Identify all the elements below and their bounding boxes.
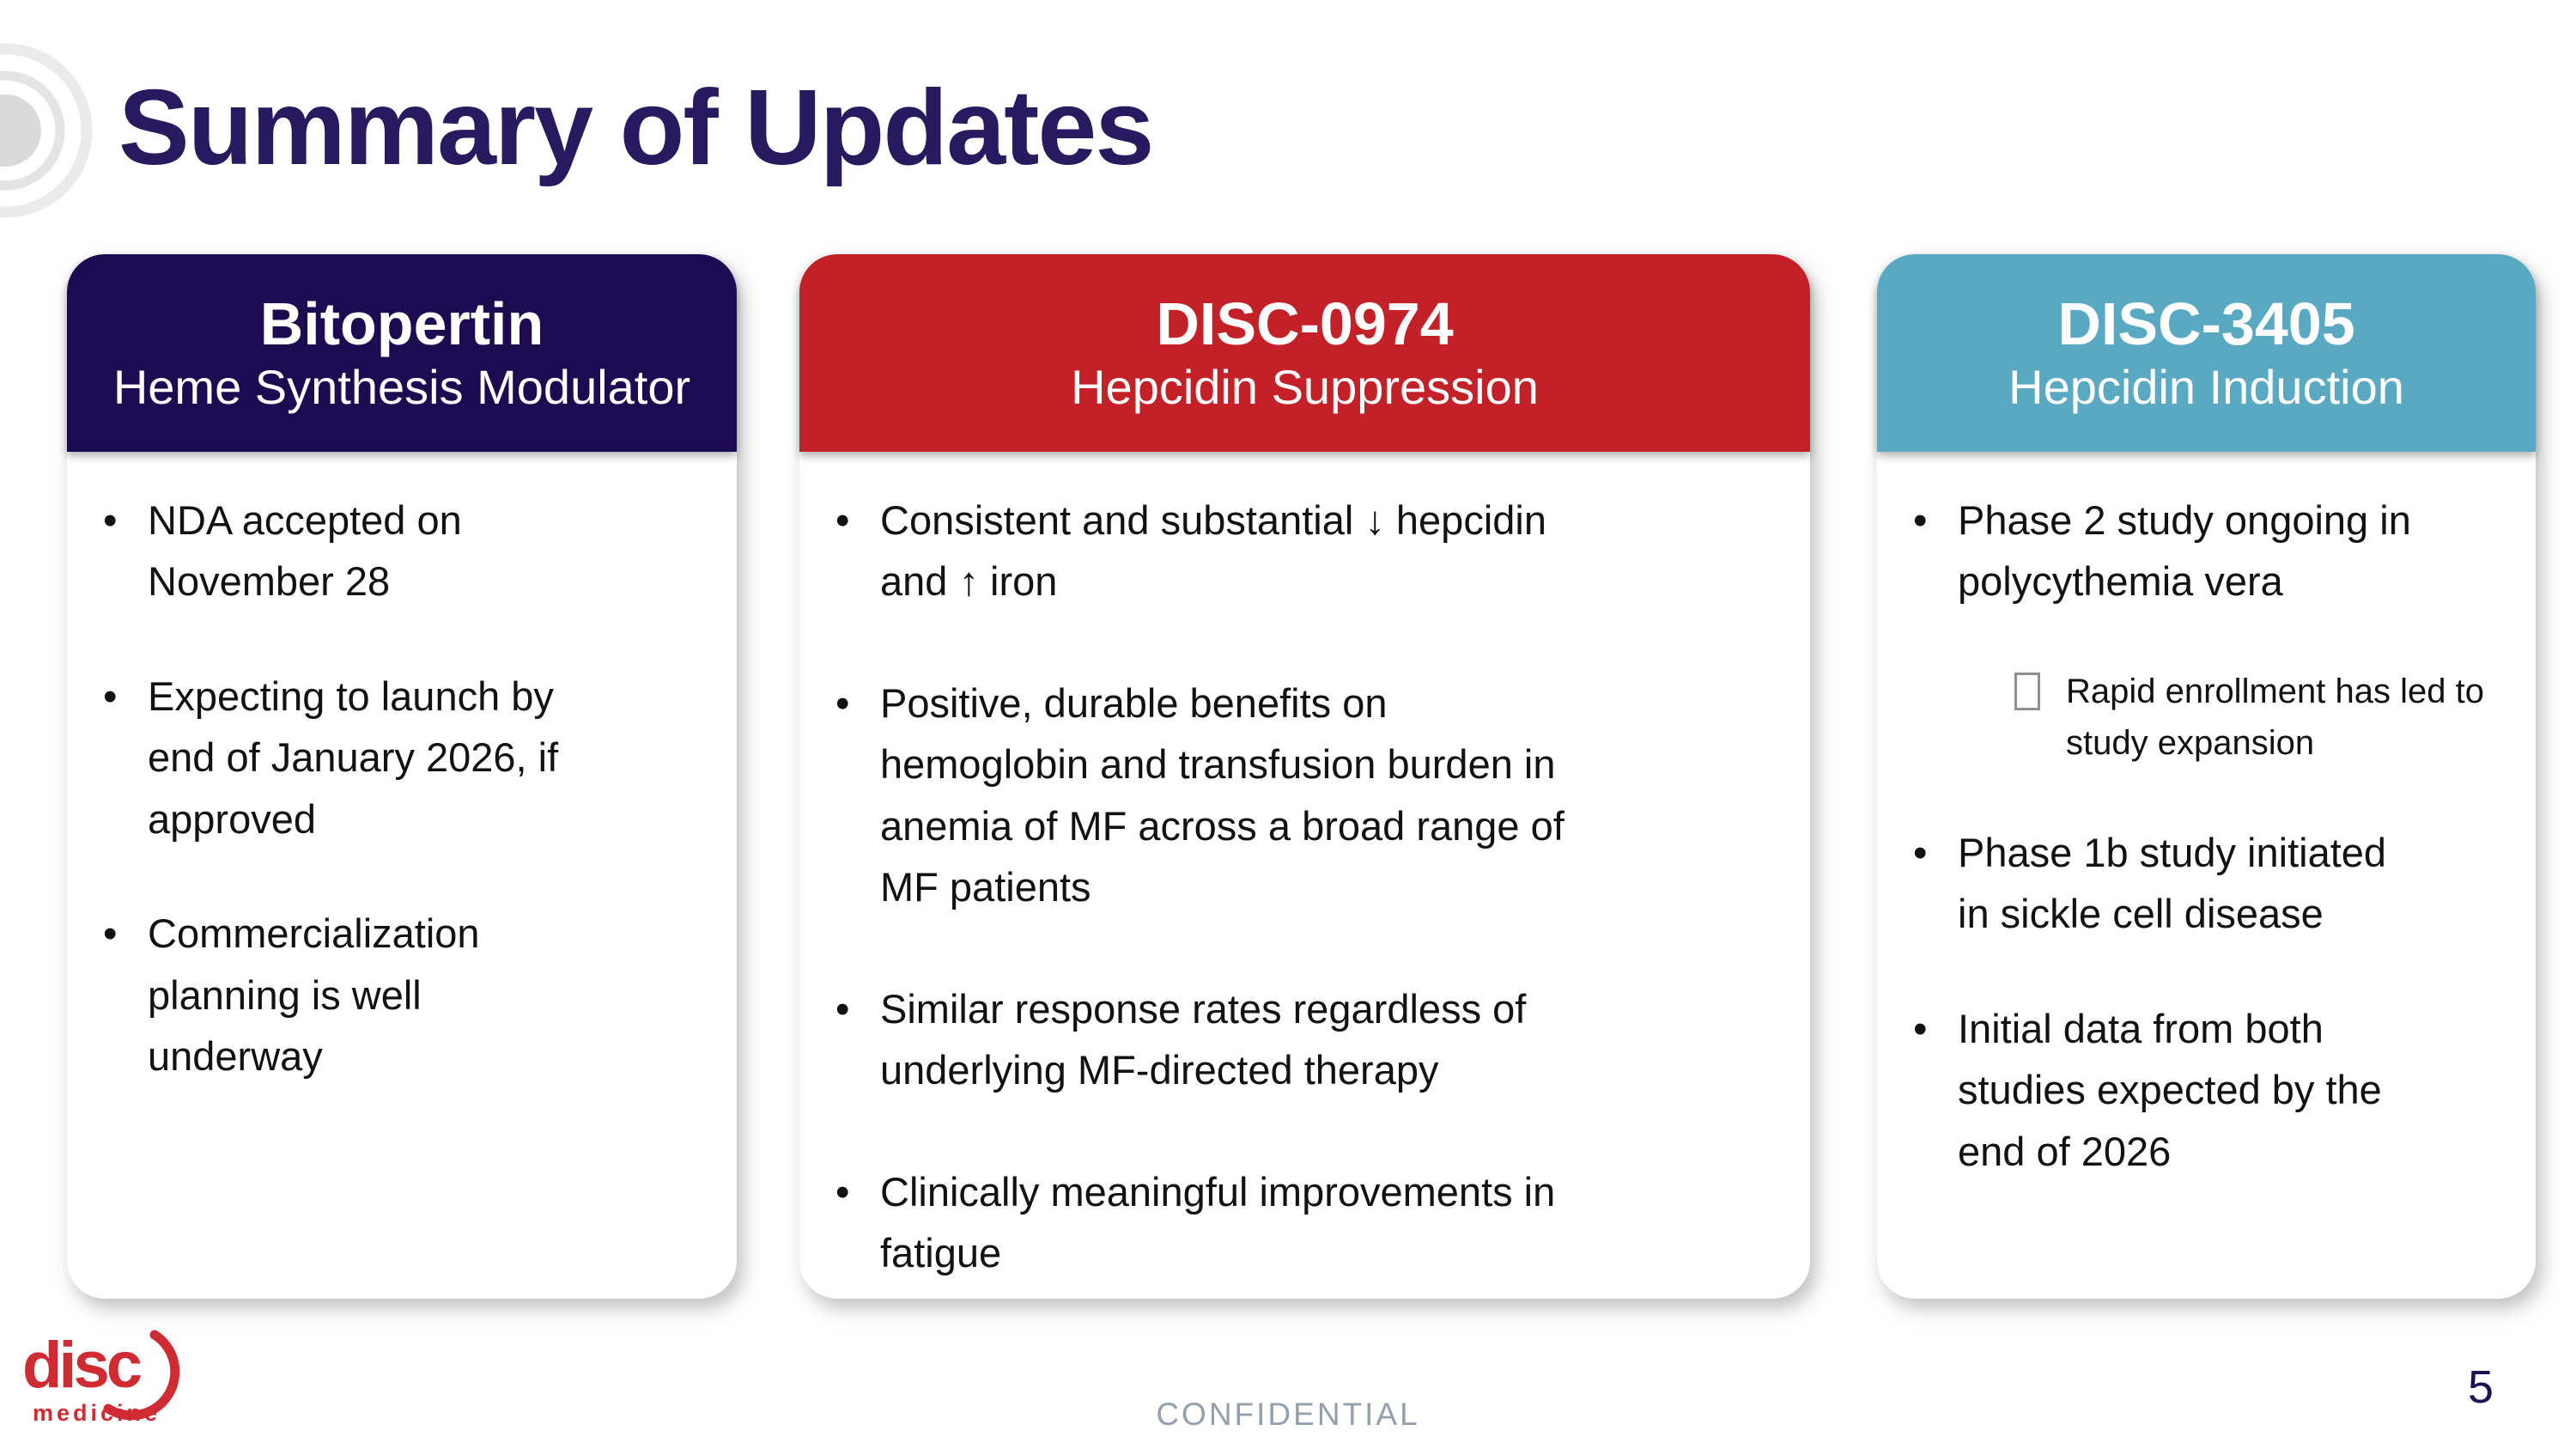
sub-bullet-item: Rapid enrollment has led to study expans…	[1913, 666, 2501, 769]
card-disc-3405: DISC-3405 Hepcidin Induction Phase 2 stu…	[1877, 254, 2536, 1299]
bullet-icon	[835, 490, 880, 612]
card-bitopertin: Bitopertin Heme Synthesis Modulator NDA …	[67, 254, 737, 1299]
card-disc-0974-body: Consistent and substantial ↓ hepcidin an…	[799, 452, 1810, 1283]
bullet-item: Initial data from both studies expected …	[1913, 998, 2501, 1182]
bullet-icon	[1913, 822, 1958, 945]
concentric-circles-icon	[0, 43, 93, 218]
logo-wordmark: disc	[22, 1329, 143, 1402]
bullet-text: Positive, durable benefits on hemoglobin…	[880, 679, 1564, 910]
bullet-text: Rapid enrollment has led to study expans…	[2066, 672, 2484, 762]
bullet-icon	[835, 978, 880, 1101]
bullet-item: Commercialization planning is well under…	[103, 903, 702, 1087]
bullet-item: Positive, durable benefits on hemoglobin…	[835, 673, 1776, 918]
bullet-icon	[103, 903, 148, 1087]
bullet-text: Commercialization planning is well under…	[148, 910, 480, 1080]
bullet-item: Phase 2 study ongoing in polycythemia ve…	[1913, 490, 2501, 612]
card-title: DISC-3405	[2057, 289, 2355, 357]
bullet-item: Expecting to launch by end of January 20…	[103, 666, 702, 849]
bullet-text: Phase 2 study ongoing in polycythemia ve…	[1958, 497, 2411, 605]
page-title: Summary of Updates	[118, 69, 1154, 187]
card-disc-0974-header: DISC-0974 Hepcidin Suppression	[799, 254, 1810, 452]
disc-medicine-logo: disc medicine	[22, 1329, 297, 1449]
bullet-icon	[1913, 998, 1958, 1182]
bullet-text: Consistent and substantial ↓ hepcidin an…	[880, 497, 1546, 605]
bullet-icon	[103, 666, 148, 849]
bullet-text: Initial data from both studies expected …	[1958, 1005, 2382, 1174]
card-bitopertin-body: NDA accepted on November 28 Expecting to…	[67, 452, 737, 1087]
bullet-item: Clinically meaningful improvements in fa…	[835, 1161, 1776, 1284]
card-subtitle: Hepcidin Induction	[2008, 360, 2404, 415]
card-disc-0974: DISC-0974 Hepcidin Suppression Consisten…	[799, 254, 1810, 1299]
bullet-icon	[103, 490, 148, 612]
bullet-item: Consistent and substantial ↓ hepcidin an…	[835, 490, 1776, 612]
bullet-icon	[1913, 490, 1958, 612]
bullet-item: Similar response rates regardless of und…	[835, 978, 1776, 1101]
card-title: Bitopertin	[259, 289, 544, 357]
confidential-label: CONFIDENTIAL	[1156, 1397, 1420, 1432]
card-disc-3405-body: Phase 2 study ongoing in polycythemia ve…	[1877, 452, 2536, 1182]
bullet-item: Phase 1b study initiated in sickle cell …	[1913, 822, 2501, 945]
logo-crescent-icon	[103, 1330, 180, 1421]
page-number: 5	[2467, 1361, 2494, 1413]
card-bitopertin-header: Bitopertin Heme Synthesis Modulator	[67, 254, 737, 452]
bullet-item: NDA accepted on November 28	[103, 490, 702, 612]
card-subtitle: Heme Synthesis Modulator	[112, 360, 691, 415]
bullet-text: Similar response rates regardless of und…	[880, 985, 1527, 1093]
card-subtitle: Hepcidin Suppression	[1071, 360, 1539, 415]
square-box-icon	[2014, 672, 2040, 710]
bullet-text: Expecting to launch by end of January 20…	[148, 673, 559, 842]
bullet-text: NDA accepted on November 28	[148, 497, 462, 605]
bullet-icon	[835, 1161, 880, 1284]
card-title: DISC-0974	[1156, 289, 1454, 357]
bullet-text: Clinically meaningful improvements in fa…	[880, 1168, 1556, 1275]
bullet-icon	[835, 673, 880, 918]
card-disc-3405-header: DISC-3405 Hepcidin Induction	[1877, 254, 2536, 452]
bullet-text: Phase 1b study initiated in sickle cell …	[1958, 829, 2387, 937]
